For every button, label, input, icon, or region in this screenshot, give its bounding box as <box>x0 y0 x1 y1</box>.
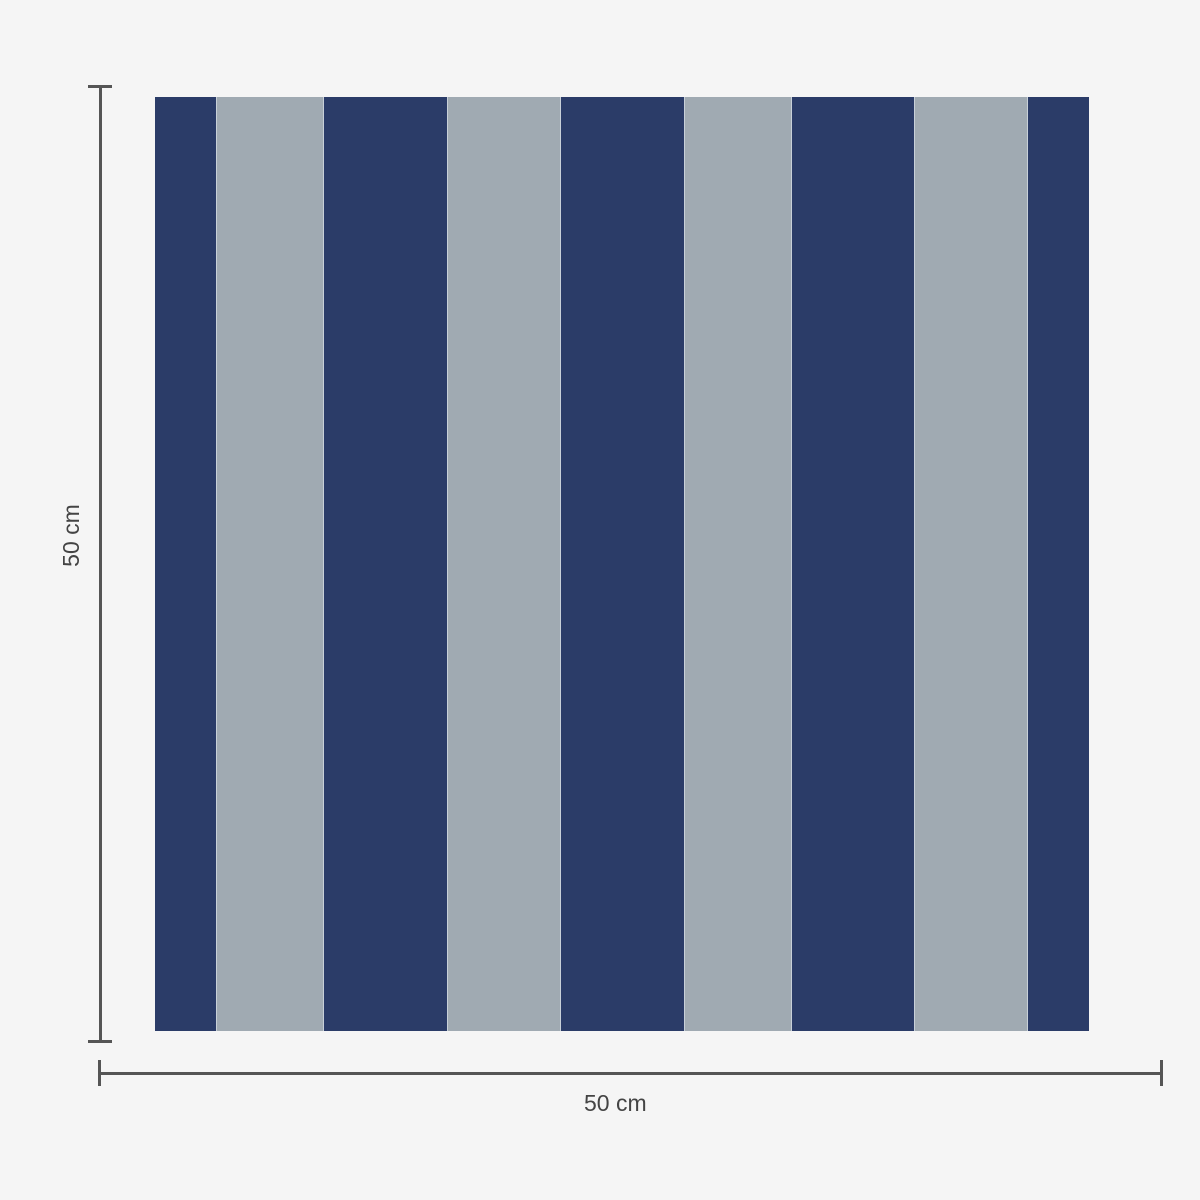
width-dimension-line <box>99 1072 1163 1075</box>
stripe-navy <box>792 97 914 1031</box>
width-label: 50 cm <box>584 1090 647 1116</box>
height-dimension-bottom-tick <box>88 1040 112 1043</box>
stripe-gray <box>914 97 1028 1031</box>
stripe-gray <box>684 97 792 1031</box>
height-dimension-line <box>99 86 102 1042</box>
striped-fabric-panel <box>155 97 1089 1031</box>
stripe-navy <box>155 97 216 1031</box>
stripe-gray <box>447 97 561 1031</box>
height-label: 50 cm <box>57 504 84 567</box>
width-dimension-right-tick <box>1160 1060 1163 1086</box>
stripe-gray <box>216 97 324 1031</box>
height-dimension-top-tick <box>88 85 112 88</box>
stripe-navy <box>324 97 447 1031</box>
stripe-navy <box>561 97 684 1031</box>
stripe-navy <box>1028 97 1089 1031</box>
width-dimension-left-tick <box>98 1060 101 1086</box>
